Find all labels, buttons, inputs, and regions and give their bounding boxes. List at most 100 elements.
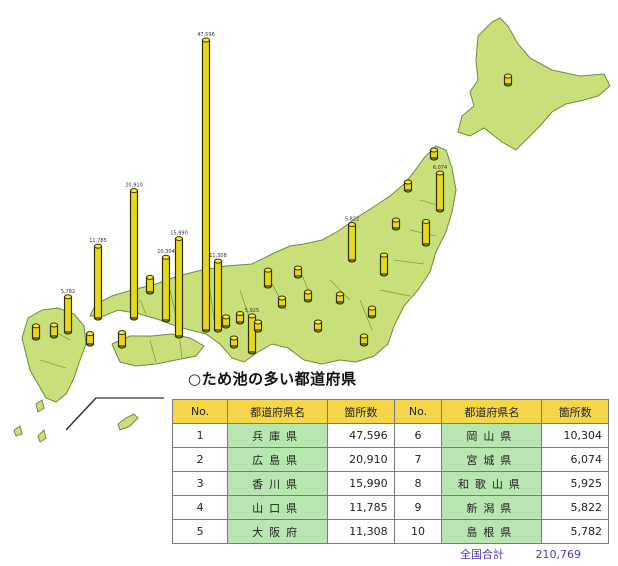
rank-cell: 5 [171,519,229,544]
bar-top [118,330,126,336]
bar-value-label: 11,308 [209,253,227,259]
header-no: No. [393,399,443,424]
rank-cell: 10 [393,519,443,544]
bar-top [214,258,222,264]
land-island-b [37,429,47,443]
prefecture-cell: 岡山県 [441,423,543,448]
bars-layer: 47,596 20,910 15,990 11,785 11,308 10,304 6,07… [31,32,513,355]
ranking-table: No. 都道府県名 箇所数 No. 都道府県名 箇所数 1 兵庫県 47,596… [171,399,609,544]
bar-top [264,267,272,273]
bar-top [222,314,230,320]
pond-count-bar: 5,782 [61,289,75,335]
bar-value-label: 47,596 [197,32,215,38]
bar-top [422,218,430,224]
rank-cell: 7 [393,447,443,472]
table-row: 4 山口県 11,785 9 新潟県 5,822 [171,495,609,520]
pond-count-bar [117,330,127,349]
bar-body [174,237,184,337]
bar-body [129,189,139,319]
table-row: 1 兵庫県 47,596 6 岡山県 10,304 [171,423,609,448]
table-title: ○ため池の多い都道府県 [188,370,357,388]
bar-top [314,319,322,325]
bar-body [421,220,431,245]
bar-value-label: 11,785 [89,238,107,244]
land-island-c [35,399,45,413]
bar-top [380,252,388,258]
bar-top [436,170,444,176]
bar-body [435,172,445,211]
pond-count-bar [277,295,287,309]
pond-count-bar [293,265,303,279]
pond-count-bar [367,305,377,319]
bar-top [146,274,154,280]
count-cell: 5,822 [541,495,609,520]
prefecture-cell: 大阪府 [227,519,329,544]
land-honshu [89,145,457,365]
bar-body [347,223,357,261]
bar-top [94,243,102,249]
bar-value-label: 5,822 [345,217,359,223]
rank-cell: 8 [393,471,443,496]
bar-top [248,313,256,319]
bar-top [254,319,262,325]
pond-count-bar: 47,596 [197,32,215,333]
pond-count-bar: 15,990 [170,231,188,339]
pond-count-bar [145,274,155,295]
pond-count-bar [403,179,413,193]
bar-top [278,295,286,301]
bar-value-label: 5,925 [245,308,259,314]
prefecture-cell: 島根県 [441,519,543,544]
rank-cell: 1 [171,423,229,448]
bar-value-label: 10,304 [157,249,175,255]
header-prefecture: 都道府県名 [227,399,329,424]
bar-body [93,245,103,319]
land-shikoku [111,333,205,367]
count-cell: 47,596 [327,423,395,448]
bar-top [162,254,170,260]
pond-count-bar: 5,822 [345,217,359,263]
pond-count-bar: 20,910 [125,183,143,321]
pond-count-bar [263,267,273,289]
bar-top [50,322,58,328]
count-cell: 15,990 [327,471,395,496]
count-cell: 6,074 [541,447,609,472]
count-cell: 5,782 [541,519,609,544]
land-hokkaido [457,17,611,151]
prefecture-cell: 広島県 [227,447,329,472]
count-cell: 11,308 [327,519,395,544]
national-total: 全国合計 210,769 [460,546,581,562]
header-prefecture: 都道府県名 [441,399,543,424]
count-cell: 20,910 [327,447,395,472]
bar-top [336,291,344,297]
header-row: No. 都道府県名 箇所数 No. 都道府県名 箇所数 [171,399,609,424]
table-row: 5 大阪府 11,308 10 島根県 5,782 [171,519,609,544]
bar-top [202,37,210,43]
bar-top [294,265,302,271]
bar-top [348,222,356,228]
bar-top [392,217,400,223]
pond-count-bar [31,323,41,341]
rank-cell: 4 [171,495,229,520]
pond-count-bar [359,333,369,347]
pond-count-bar [379,252,389,277]
bar-value-label: 20,910 [125,183,143,189]
prefecture-cell: 宮城県 [441,447,543,472]
rank-cell: 9 [393,495,443,520]
pond-count-bar [235,310,245,325]
total-value: 210,769 [535,548,582,561]
pond-count-bar [85,331,95,347]
bar-top [504,73,512,79]
bar-top [368,305,376,311]
rank-cell: 2 [171,447,229,472]
bar-body [213,260,223,331]
count-cell: 10,304 [541,423,609,448]
prefecture-cell: 和歌山県 [441,471,543,496]
bar-value-label: 6,074 [433,165,447,171]
table-row: 3 香川県 15,990 8 和歌山県 5,925 [171,471,609,496]
bar-top [230,335,238,341]
bar-top [86,331,94,337]
bar-value-label: 5,782 [61,289,75,295]
pond-count-bar [49,322,59,339]
pond-count-bar [503,73,513,87]
prefecture-cell: 兵庫県 [227,423,329,448]
